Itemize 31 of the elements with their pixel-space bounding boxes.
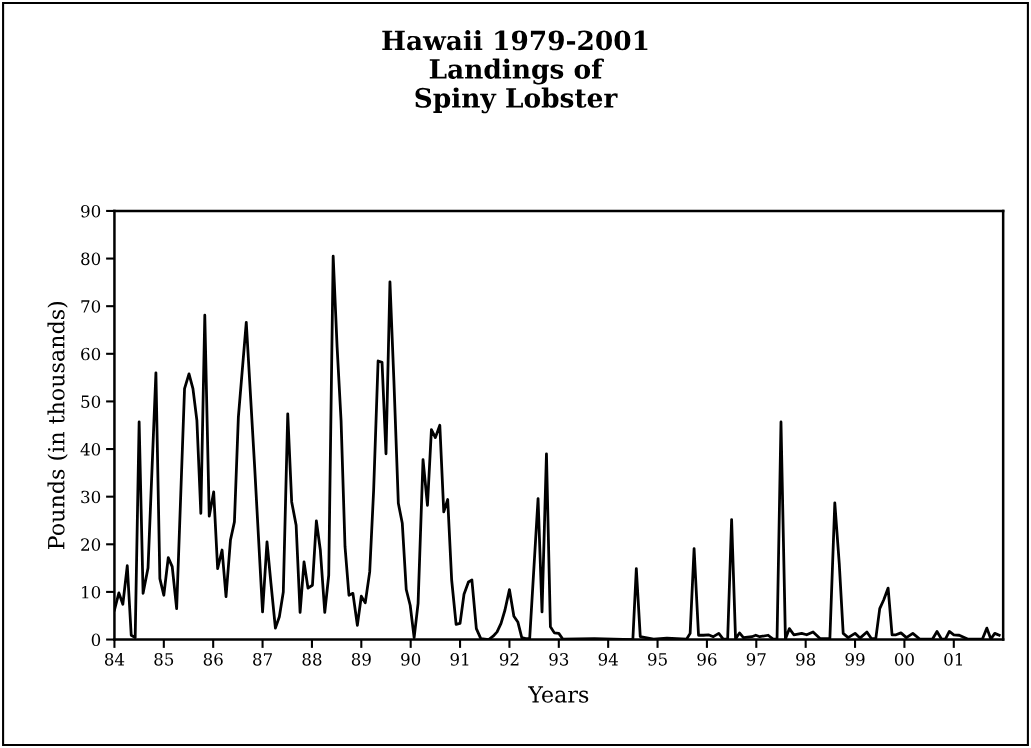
x-tick-label: 00 <box>894 653 914 666</box>
x-tick-label: 96 <box>697 653 717 666</box>
y-tick-label: 0 <box>91 633 101 647</box>
y-tick-label: 90 <box>81 204 101 218</box>
x-tick-label: 91 <box>450 653 469 666</box>
x-tick-label: 90 <box>401 653 421 666</box>
x-tick-label: 84 <box>104 653 125 666</box>
y-tick-label: 30 <box>81 490 101 504</box>
x-tick-label: 01 <box>944 653 963 666</box>
x-tick-label: 88 <box>302 653 322 666</box>
y-tick-label: 70 <box>81 300 101 313</box>
chart-title: Hawaii 1979-2001 Landings of Spiny Lobster <box>382 29 648 114</box>
y-tick-label: 60 <box>81 347 101 361</box>
x-tick-label: 92 <box>499 653 519 666</box>
y-tick-label: 20 <box>81 538 101 551</box>
x-tick-label: 94 <box>598 653 618 666</box>
x-tick-label: 86 <box>203 653 223 666</box>
y-axis-title: Pounds (in thousands) <box>47 301 68 550</box>
x-tick-label: 95 <box>647 653 667 666</box>
y-tick-label: 80 <box>81 252 101 266</box>
y-tick-label: 10 <box>82 585 101 599</box>
x-tick-label: 93 <box>549 653 569 666</box>
x-axis-title: Years <box>527 686 589 703</box>
x-tick-label: 99 <box>845 653 865 666</box>
y-tick-label: 40 <box>80 443 101 456</box>
x-tick-label: 89 <box>351 653 371 666</box>
x-tick-label: 87 <box>253 653 272 666</box>
x-tick-label: 85 <box>154 653 174 666</box>
x-tick-label: 97 <box>746 653 766 666</box>
y-tick-label: 50 <box>81 395 101 408</box>
x-tick-label: 98 <box>796 653 816 666</box>
